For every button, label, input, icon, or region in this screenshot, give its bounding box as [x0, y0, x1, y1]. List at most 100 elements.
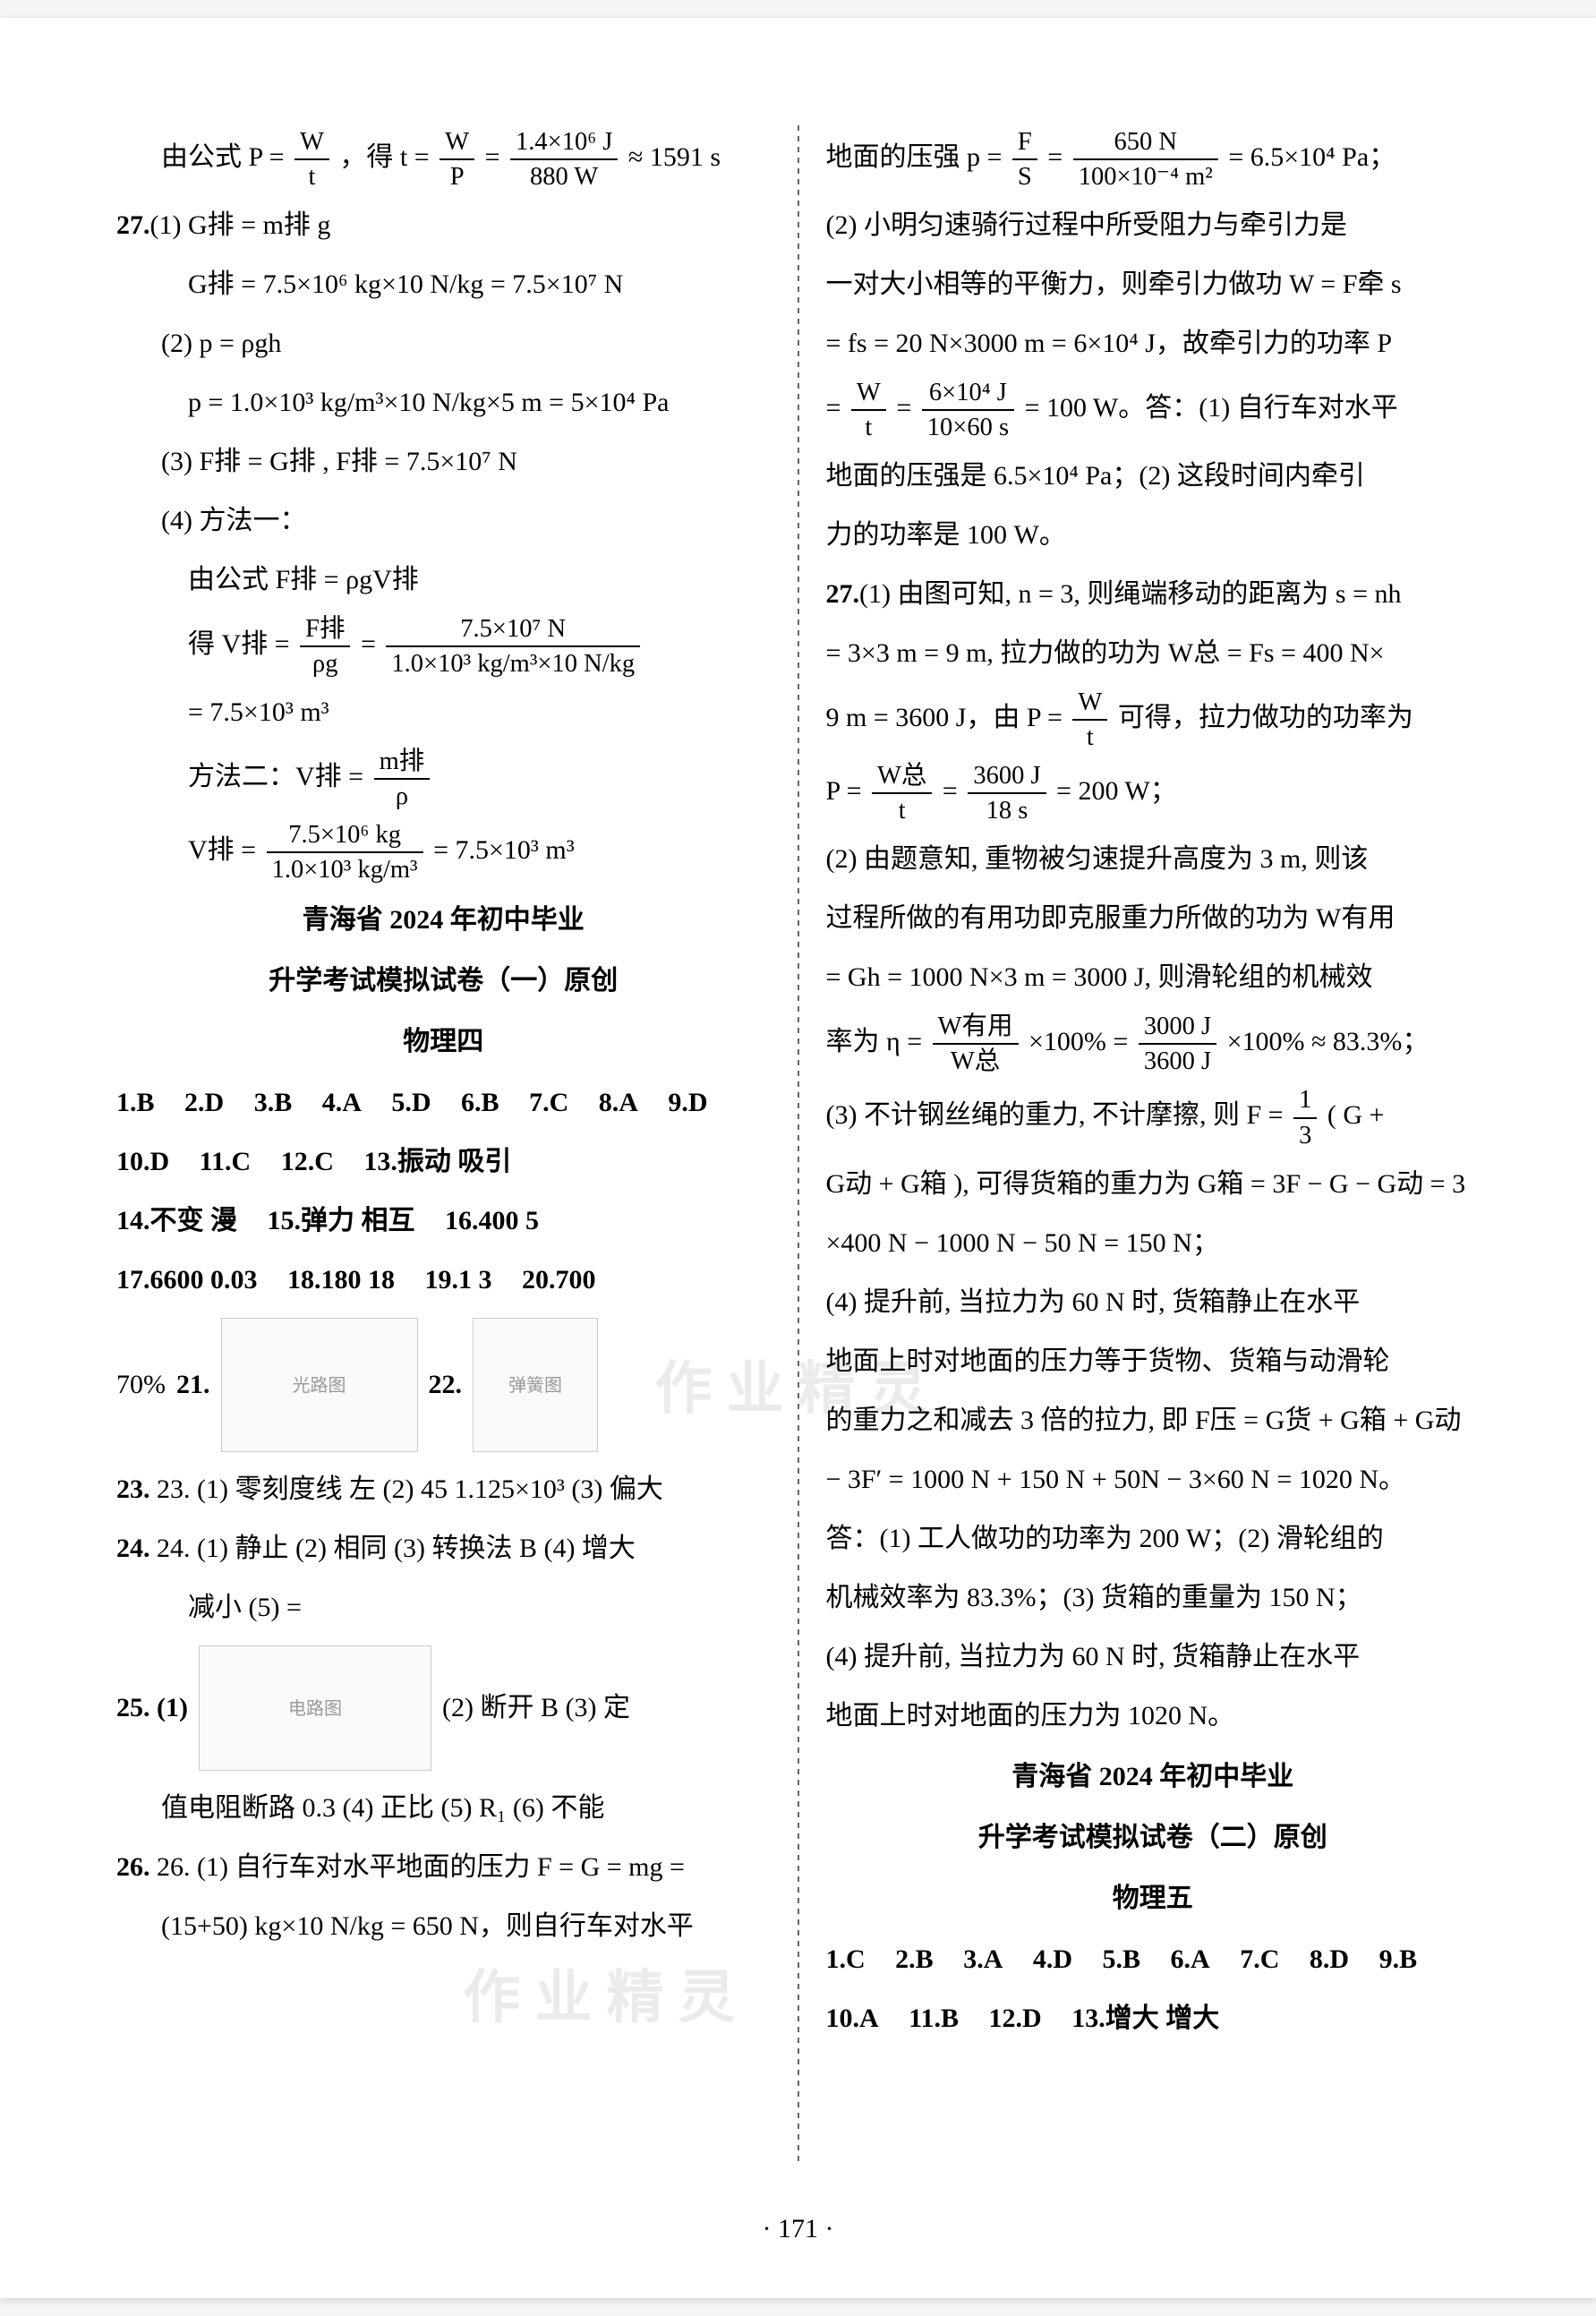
answer-item: 9.D	[668, 1088, 707, 1117]
question-label: 21.	[176, 1358, 210, 1412]
numerator: 3600 J	[968, 759, 1046, 794]
text-line: 由公式 F排 = ρgV排	[116, 553, 771, 607]
numerator: W	[1072, 686, 1107, 721]
question-label: 22.	[429, 1358, 463, 1412]
answer-item: 11.B	[909, 2004, 959, 2033]
text-line: (3) F排 = G排 , F排 = 7.5×10⁷ N	[116, 435, 771, 489]
text-line: (2) 由题意知, 重物被匀速提升高度为 3 m, 则该	[826, 833, 1481, 886]
fraction: W t	[1072, 686, 1107, 754]
text-line: G动 + G箱 ), 可得货箱的重力为 G箱 = 3F − G − G动 = 3	[826, 1158, 1481, 1211]
text-line: (15+50) kg×10 N/kg = 650 N，则自行车对水平	[116, 1900, 771, 1953]
answer-item: 9.B	[1379, 1944, 1418, 1974]
text: =	[826, 393, 841, 423]
answer-item: 2.D	[184, 1088, 224, 1117]
denominator: ρ	[374, 780, 431, 813]
fraction: W t	[851, 376, 886, 444]
text: ≈ 1591 s	[628, 142, 721, 172]
answer-row: 14.不变 漫 15.弹力 相互 16.400 5	[116, 1194, 771, 1248]
answer-item: 17.6600 0.03	[116, 1265, 258, 1295]
text-line: 答：(1) 工人做功的功率为 200 W；(2) 滑轮组的	[826, 1512, 1481, 1566]
text: 可得，拉力做功的功率为	[1118, 703, 1413, 732]
text-line: − 3F′ = 1000 N + 150 N + 50N − 3×60 N = …	[826, 1453, 1481, 1507]
question-27: 27.(1) 由图可知, n = 3, 则绳端移动的距离为 s = nh	[826, 568, 1481, 621]
answer-item: 13.振动 吸引	[363, 1147, 511, 1176]
text-line: 24. 24. (1) 静止 (2) 相同 (3) 转换法 B (4) 增大	[116, 1522, 771, 1576]
fraction: F S	[1012, 125, 1037, 193]
answer-item: 14.不变 漫	[116, 1206, 237, 1235]
answer-item: 7.C	[1240, 1944, 1279, 1974]
text-line: 23. 23. (1) 零刻度线 左 (2) 45 1.125×10³ (3) …	[116, 1463, 771, 1517]
circuit-diagram-icon: 电路图	[199, 1645, 431, 1771]
text-line: 26. 26. (1) 自行车对水平地面的压力 F = G = mg =	[116, 1841, 771, 1894]
fraction: 3000 J 3600 J	[1139, 1010, 1216, 1078]
numerator: m排	[374, 745, 431, 780]
text: =	[1047, 142, 1063, 172]
text-line: 减小 (5) =	[116, 1581, 771, 1635]
denominator: S	[1012, 160, 1037, 193]
page: 作业精灵 作业精灵 由公式 P = W t ，得 t = W P = 1.4×1…	[0, 18, 1596, 2298]
answer-item: 3.A	[963, 1944, 1003, 1974]
answer-item: 1.C	[826, 1944, 866, 1974]
answer-item: 12.D	[989, 2004, 1042, 2033]
answer-item: 7.C	[529, 1088, 568, 1117]
text: 得 V排 =	[188, 629, 290, 659]
fraction: 7.5×10⁶ kg 1.0×10³ kg/m³	[267, 818, 423, 886]
fraction: W有用 W总	[933, 1010, 1019, 1078]
text: 率为 η =	[826, 1027, 923, 1056]
section-title: 青海省 2024 年初中毕业	[116, 893, 771, 947]
numerator: 7.5×10⁷ N	[386, 612, 640, 647]
question-label: 27.	[826, 579, 860, 609]
numerator: W	[851, 376, 886, 411]
denominator: t	[1072, 721, 1107, 754]
numerator: 6×10⁴ J	[922, 376, 1014, 411]
text-line: (2) p = ρgh	[116, 317, 771, 371]
text: 方法二：V排 =	[188, 762, 363, 791]
text-line: (4) 方法一：	[116, 494, 771, 548]
answer-item: 15.弹力 相互	[268, 1206, 415, 1235]
denominator: 3600 J	[1139, 1045, 1216, 1078]
section-title: 升学考试模拟试卷（一）原创	[116, 954, 771, 1008]
answer-item: 6.B	[461, 1088, 499, 1117]
text-line: 地面上时对地面的压力等于货物、货箱与动滑轮	[826, 1335, 1481, 1389]
formula-line: 由公式 P = W t ，得 t = W P = 1.4×10⁶ J 880 W…	[116, 125, 771, 193]
denominator: W总	[933, 1045, 1019, 1078]
text-line: = 7.5×10³ m³	[116, 686, 771, 739]
answer-item: 4.A	[322, 1088, 362, 1117]
text-line: = Gh = 1000 N×3 m = 3000 J, 则滑轮组的机械效	[826, 951, 1481, 1004]
text: P =	[826, 776, 862, 806]
text-line: = 3×3 m = 9 m, 拉力做的功为 W总 = Fs = 400 N×	[826, 627, 1481, 680]
numerator: F排	[300, 612, 350, 647]
answer-item: 10.A	[826, 2004, 879, 2033]
fraction: m排 ρ	[374, 745, 431, 813]
text: 地面的压强 p =	[826, 142, 1003, 172]
spring-scale-diagram-icon: 弹簧图	[473, 1318, 598, 1452]
right-column: 地面的压强 p = F S = 650 N 100×10⁻⁴ m² = 6.5×…	[799, 125, 1481, 2166]
answer-item: 16.400 5	[445, 1206, 539, 1235]
answer-item: 8.A	[599, 1088, 638, 1117]
text: = 100 W。答：(1) 自行车对水平	[1025, 393, 1398, 423]
fraction: W总 t	[872, 759, 932, 827]
formula-line: 9 m = 3600 J，由 P = W t 可得，拉力做功的功率为	[826, 686, 1481, 754]
numerator: 7.5×10⁶ kg	[267, 818, 423, 853]
text: = 7.5×10³ m³	[433, 835, 575, 865]
text: =	[896, 393, 911, 423]
text-line: 地面的压强是 6.5×10⁴ Pa；(2) 这段时间内牵引	[826, 449, 1481, 503]
answer-row: 10.D 11.C 12.C 13.振动 吸引	[116, 1135, 771, 1189]
formula-line: 率为 η = W有用 W总 ×100% = 3000 J 3600 J ×100…	[826, 1010, 1481, 1078]
formula-line: = W t = 6×10⁴ J 10×60 s = 100 W。答：(1) 自行…	[826, 376, 1481, 444]
text: 9 m = 3600 J，由 P =	[826, 703, 1063, 732]
denominator: 3	[1293, 1119, 1317, 1152]
section-title: 青海省 2024 年初中毕业	[826, 1750, 1481, 1804]
answer-item: 8.D	[1310, 1944, 1349, 1974]
fraction: W t	[294, 125, 329, 193]
text: 24. (1) 静止 (2) 相同 (3) 转换法 B (4) 增大	[157, 1534, 636, 1563]
section-title: 物理四	[116, 1015, 771, 1069]
numerator: F	[1012, 125, 1037, 160]
fraction: 3600 J 18 s	[968, 759, 1046, 827]
answer-item: 12.C	[281, 1147, 334, 1176]
text-line: (4) 提升前, 当拉力为 60 N 时, 货箱静止在水平	[826, 1276, 1481, 1329]
text-line: = fs = 20 N×3000 m = 6×10⁴ J，故牵引力的功率 P	[826, 317, 1481, 371]
formula-line: 得 V排 = F排 ρg = 7.5×10⁷ N 1.0×10³ kg/m³×1…	[116, 612, 771, 680]
question-label: 25. (1)	[116, 1681, 188, 1735]
text: (3) 不计钢丝绳的重力, 不计摩擦, 则 F =	[826, 1100, 1284, 1130]
